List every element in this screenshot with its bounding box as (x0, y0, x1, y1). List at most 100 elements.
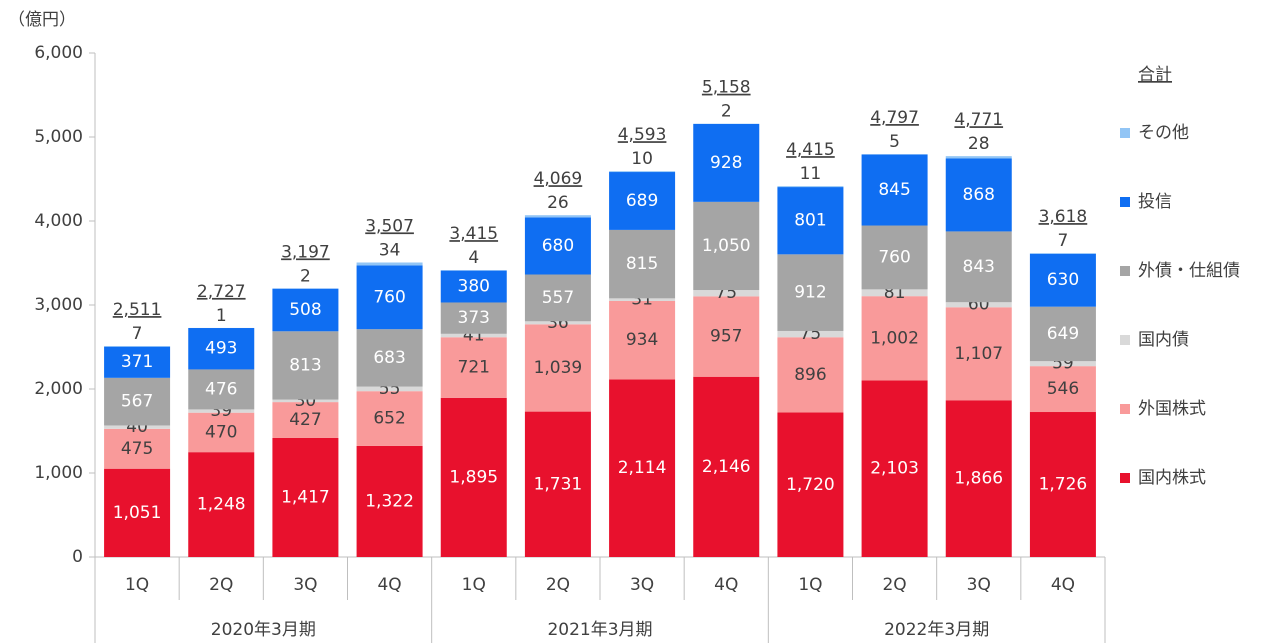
bar-segment (609, 298, 676, 301)
x-tick-label: 2Q (209, 575, 233, 595)
data-label: 845 (878, 180, 910, 200)
data-label: 7 (132, 324, 143, 344)
x-tick-label: 4Q (1051, 575, 1075, 595)
x-tick-label: 2Q (546, 575, 570, 595)
x-tick-label: 1Q (125, 575, 149, 595)
bar-segment (272, 399, 339, 403)
bar-segment (440, 333, 507, 338)
bar-segment (693, 376, 760, 557)
bar-segment (188, 369, 255, 410)
data-label: 2,103 (870, 459, 919, 479)
data-label: 371 (121, 352, 153, 372)
bar-segment (524, 324, 591, 412)
bar-segment (777, 254, 844, 331)
y-tick-label: 0 (72, 547, 83, 567)
bar-segment (104, 428, 171, 469)
total-label: 4,415 (786, 140, 835, 160)
bar-segment (1029, 253, 1096, 254)
data-label: 7 (1058, 231, 1069, 251)
legend-label: 国内株式 (1138, 468, 1206, 488)
bar-segment (272, 331, 339, 400)
total-label: 4,771 (954, 110, 1003, 130)
bar-segment (777, 412, 844, 557)
data-label: 427 (289, 410, 321, 430)
bar-segment (861, 154, 928, 226)
x-tick-label: 3Q (967, 575, 991, 595)
bar-segment (609, 171, 676, 173)
bar-segment (861, 380, 928, 557)
data-label: 801 (794, 211, 826, 231)
data-label: 1,051 (113, 503, 162, 523)
bar-segment (188, 328, 255, 370)
bar-segment (272, 437, 339, 557)
data-label: 1,322 (365, 491, 414, 511)
data-label: 912 (794, 283, 826, 303)
data-label: 546 (1047, 379, 1079, 399)
x-tick-label: 1Q (462, 575, 486, 595)
data-label: 373 (458, 308, 490, 328)
bar-segment (777, 186, 844, 188)
data-label: 649 (1047, 324, 1079, 344)
bar-segment (1029, 412, 1096, 557)
y-tick-label: 4,000 (34, 211, 83, 231)
bar-segment (524, 215, 591, 218)
data-label: 843 (963, 257, 995, 277)
bar-segment (945, 231, 1012, 303)
bar-segment (945, 302, 1012, 308)
data-label: 868 (963, 185, 995, 205)
bar-segment (524, 274, 591, 322)
bar-segment (1029, 306, 1096, 362)
bar-segment (188, 452, 255, 557)
legend-label: その他 (1138, 123, 1189, 143)
bar-segment (440, 337, 507, 398)
data-label: 928 (710, 153, 742, 173)
total-label: 3,507 (365, 216, 414, 236)
data-label: 1,002 (870, 328, 919, 348)
data-label: 2 (300, 266, 311, 286)
data-label: 896 (794, 365, 826, 385)
bar-segment (272, 288, 339, 332)
bar-segment (861, 289, 928, 297)
data-label: 476 (205, 379, 237, 399)
bar-segment (609, 300, 676, 380)
x-tick-label: 3Q (630, 575, 654, 595)
group-label: 2021年3月期 (547, 620, 652, 640)
legend-swatch (1120, 404, 1130, 414)
bar-segment (440, 397, 507, 557)
data-label: 1,107 (954, 344, 1003, 364)
bar-segment (777, 330, 844, 338)
total-label: 3,618 (1039, 207, 1088, 227)
data-label: 4 (468, 248, 479, 268)
bar-segment (777, 337, 844, 413)
bar-segment (356, 329, 423, 387)
data-label: 652 (373, 409, 405, 429)
data-label: 2,146 (702, 457, 751, 477)
data-label: 557 (542, 288, 574, 308)
total-label: 4,593 (618, 125, 667, 145)
bar-segment (1029, 253, 1096, 307)
data-label: 721 (458, 358, 490, 378)
bar-segment (693, 123, 760, 202)
data-label: 567 (121, 392, 153, 412)
data-label: 680 (542, 236, 574, 256)
bar-segment (945, 307, 1012, 401)
bar-segment (609, 229, 676, 299)
data-label: 1,039 (534, 358, 583, 378)
data-label: 1,866 (954, 469, 1003, 489)
bar-segment (693, 296, 760, 377)
data-label: 1,248 (197, 495, 246, 515)
bar-segment (524, 217, 591, 275)
data-label: 1,720 (786, 475, 835, 495)
x-tick-label: 2Q (882, 575, 906, 595)
bar-segment (104, 468, 171, 557)
group-label: 2022年3月期 (884, 620, 989, 640)
total-label: 4,797 (870, 108, 919, 128)
data-label: 1 (216, 306, 227, 326)
data-label: 475 (121, 439, 153, 459)
bar-segment (356, 391, 423, 446)
total-label: 2,727 (197, 282, 246, 302)
data-label: 11 (800, 164, 822, 184)
total-label: 4,069 (534, 169, 583, 189)
legend-label: 外債・仕組債 (1138, 261, 1240, 281)
